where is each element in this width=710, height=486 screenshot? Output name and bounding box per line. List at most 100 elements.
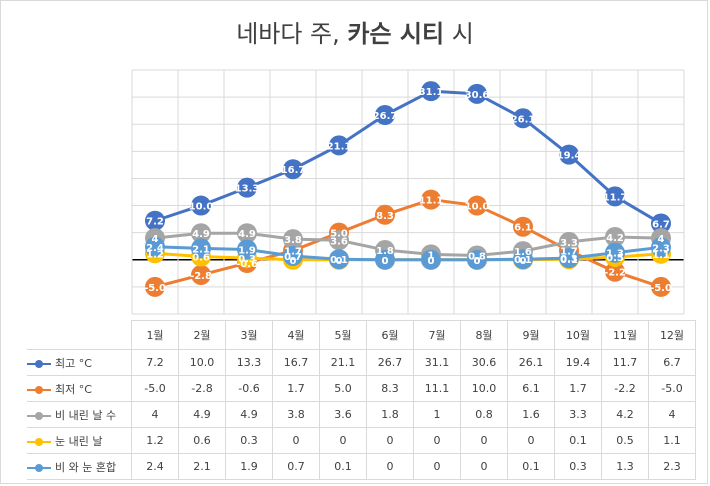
- table-cell: 30.6: [460, 349, 508, 376]
- legend-entry: 최고 °C: [27, 349, 132, 376]
- table-cell: 0: [460, 453, 508, 480]
- data-label: 4.2: [606, 233, 624, 244]
- data-point: [283, 159, 303, 180]
- data-point: [237, 239, 257, 260]
- gridlines: [131, 69, 685, 315]
- data-label: 8.3: [376, 211, 394, 222]
- table-cell: 0: [319, 427, 367, 454]
- data-point: [329, 249, 349, 270]
- data-label: 6.7: [652, 219, 670, 230]
- table-cell: 10.0: [460, 375, 508, 402]
- data-point: [421, 189, 441, 210]
- table-cell: 0: [413, 453, 461, 480]
- data-label: 0.7: [284, 252, 302, 263]
- data-point: [651, 237, 671, 258]
- table-row: 비 내린 날 수 4 4.9 4.9 3.8 3.6 1.8 1 0.8 1.6 3.3 4.2 4: [27, 401, 696, 428]
- table-cell: 2.3: [648, 453, 696, 480]
- table-cell: 0.1: [554, 427, 602, 454]
- table-row: 최저 °C -5.0 -2.8 -0.6 1.7 5.0 8.3 11.1 10.0 6.1 1.7…: [27, 375, 696, 402]
- legend-key-icon: [27, 411, 51, 421]
- legend-entry: 최저 °C: [27, 375, 132, 402]
- data-point: [191, 264, 211, 285]
- legend-key-icon: [27, 359, 51, 369]
- data-point: [421, 249, 441, 270]
- data-label: 0: [290, 256, 297, 267]
- data-point: [237, 177, 257, 198]
- data-point: [605, 227, 625, 248]
- category-header: 1월: [131, 320, 179, 350]
- data-label: -2.8: [190, 271, 212, 282]
- data-label: 1.7: [560, 247, 578, 258]
- series-name: 최고 °C: [55, 356, 92, 370]
- data-point: [191, 238, 211, 259]
- table-row: 최고 °C 7.2 10.0 13.3 16.7 21.1 26.7 31.1 30.6 26.1…: [27, 349, 696, 376]
- data-label: 4.9: [238, 229, 256, 240]
- data-label: 5.0: [330, 229, 348, 240]
- legend-entry: 비 와 눈 혼합: [27, 453, 132, 480]
- chart-plot: 7.210.013.316.721.126.731.1 30.626.119.41…: [131, 69, 685, 315]
- table-cell: 0.6: [178, 427, 226, 454]
- table-cell: 0: [413, 427, 461, 454]
- data-label: 1.3: [606, 249, 624, 260]
- category-header: 4월: [272, 320, 320, 350]
- data-point: [513, 216, 533, 237]
- data-label: 31.1: [419, 87, 444, 98]
- data-point: [605, 261, 625, 282]
- table-cell: -0.6: [225, 375, 273, 402]
- series-points: [145, 81, 671, 297]
- data-label: 0.1: [560, 255, 578, 266]
- data-label: 30.6: [465, 90, 490, 101]
- table-cell: 1.2: [131, 427, 179, 454]
- data-point: [191, 195, 211, 216]
- data-label: 3.8: [284, 235, 302, 246]
- series-labels: 7.210.013.316.721.126.731.1 30.626.119.41…: [144, 87, 672, 294]
- data-label: 11.7: [603, 192, 628, 203]
- table-cell: 6.7: [648, 349, 696, 376]
- data-point: [145, 210, 165, 231]
- legend-entry: 비 내린 날 수: [27, 401, 132, 428]
- data-label: 26.1: [511, 114, 536, 125]
- data-point: [559, 248, 579, 269]
- data-label: 2.1: [192, 244, 210, 255]
- series-name: 눈 내린 날: [55, 434, 103, 448]
- data-label: -2.2: [604, 268, 626, 279]
- data-label: 13.3: [235, 184, 260, 195]
- legend-key-icon: [27, 463, 51, 473]
- data-label: 1.1: [652, 250, 670, 261]
- table-cell: 0.3: [554, 453, 602, 480]
- category-header: 7월: [413, 320, 461, 350]
- table-cell: 3.6: [319, 401, 367, 428]
- data-label: 0.6: [192, 253, 210, 264]
- data-label: 0: [382, 256, 389, 267]
- series-name: 비 와 눈 혼합: [55, 460, 117, 474]
- data-label: 4: [152, 234, 159, 245]
- table-cell: -5.0: [648, 375, 696, 402]
- data-label: 7.2: [146, 217, 164, 228]
- data-label: 3.3: [560, 238, 578, 249]
- legend-key-icon: [27, 437, 51, 447]
- data-label: 2.4: [146, 243, 164, 254]
- table-cell: 1: [413, 401, 461, 428]
- data-label: 0: [428, 256, 435, 267]
- legend-key-icon: [27, 385, 51, 395]
- table-cell: 4.9: [225, 401, 273, 428]
- data-label: 1.9: [238, 245, 256, 256]
- data-point: [329, 230, 349, 251]
- table-cell: 0: [366, 427, 414, 454]
- title-prefix: 네바다 주,: [236, 20, 348, 48]
- table-cell: 1.8: [366, 401, 414, 428]
- data-label: 1.6: [514, 247, 532, 258]
- table-cell: 1.9: [225, 453, 273, 480]
- data-point: [375, 204, 395, 225]
- category-header: 9월: [507, 320, 555, 350]
- data-label: 4: [658, 234, 665, 245]
- data-label: 0: [336, 256, 343, 267]
- data-label: 4.9: [192, 229, 210, 240]
- category-header: 3월: [225, 320, 273, 350]
- table-cell: 26.7: [366, 349, 414, 376]
- table-cell: 0: [507, 427, 555, 454]
- table-cell: 3.3: [554, 401, 602, 428]
- table-cell: -2.8: [178, 375, 226, 402]
- category-header: 2월: [178, 320, 226, 350]
